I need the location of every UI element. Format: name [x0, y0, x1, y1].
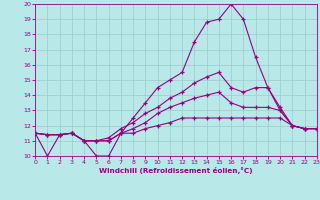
X-axis label: Windchill (Refroidissement éolien,°C): Windchill (Refroidissement éolien,°C) [99, 167, 253, 174]
